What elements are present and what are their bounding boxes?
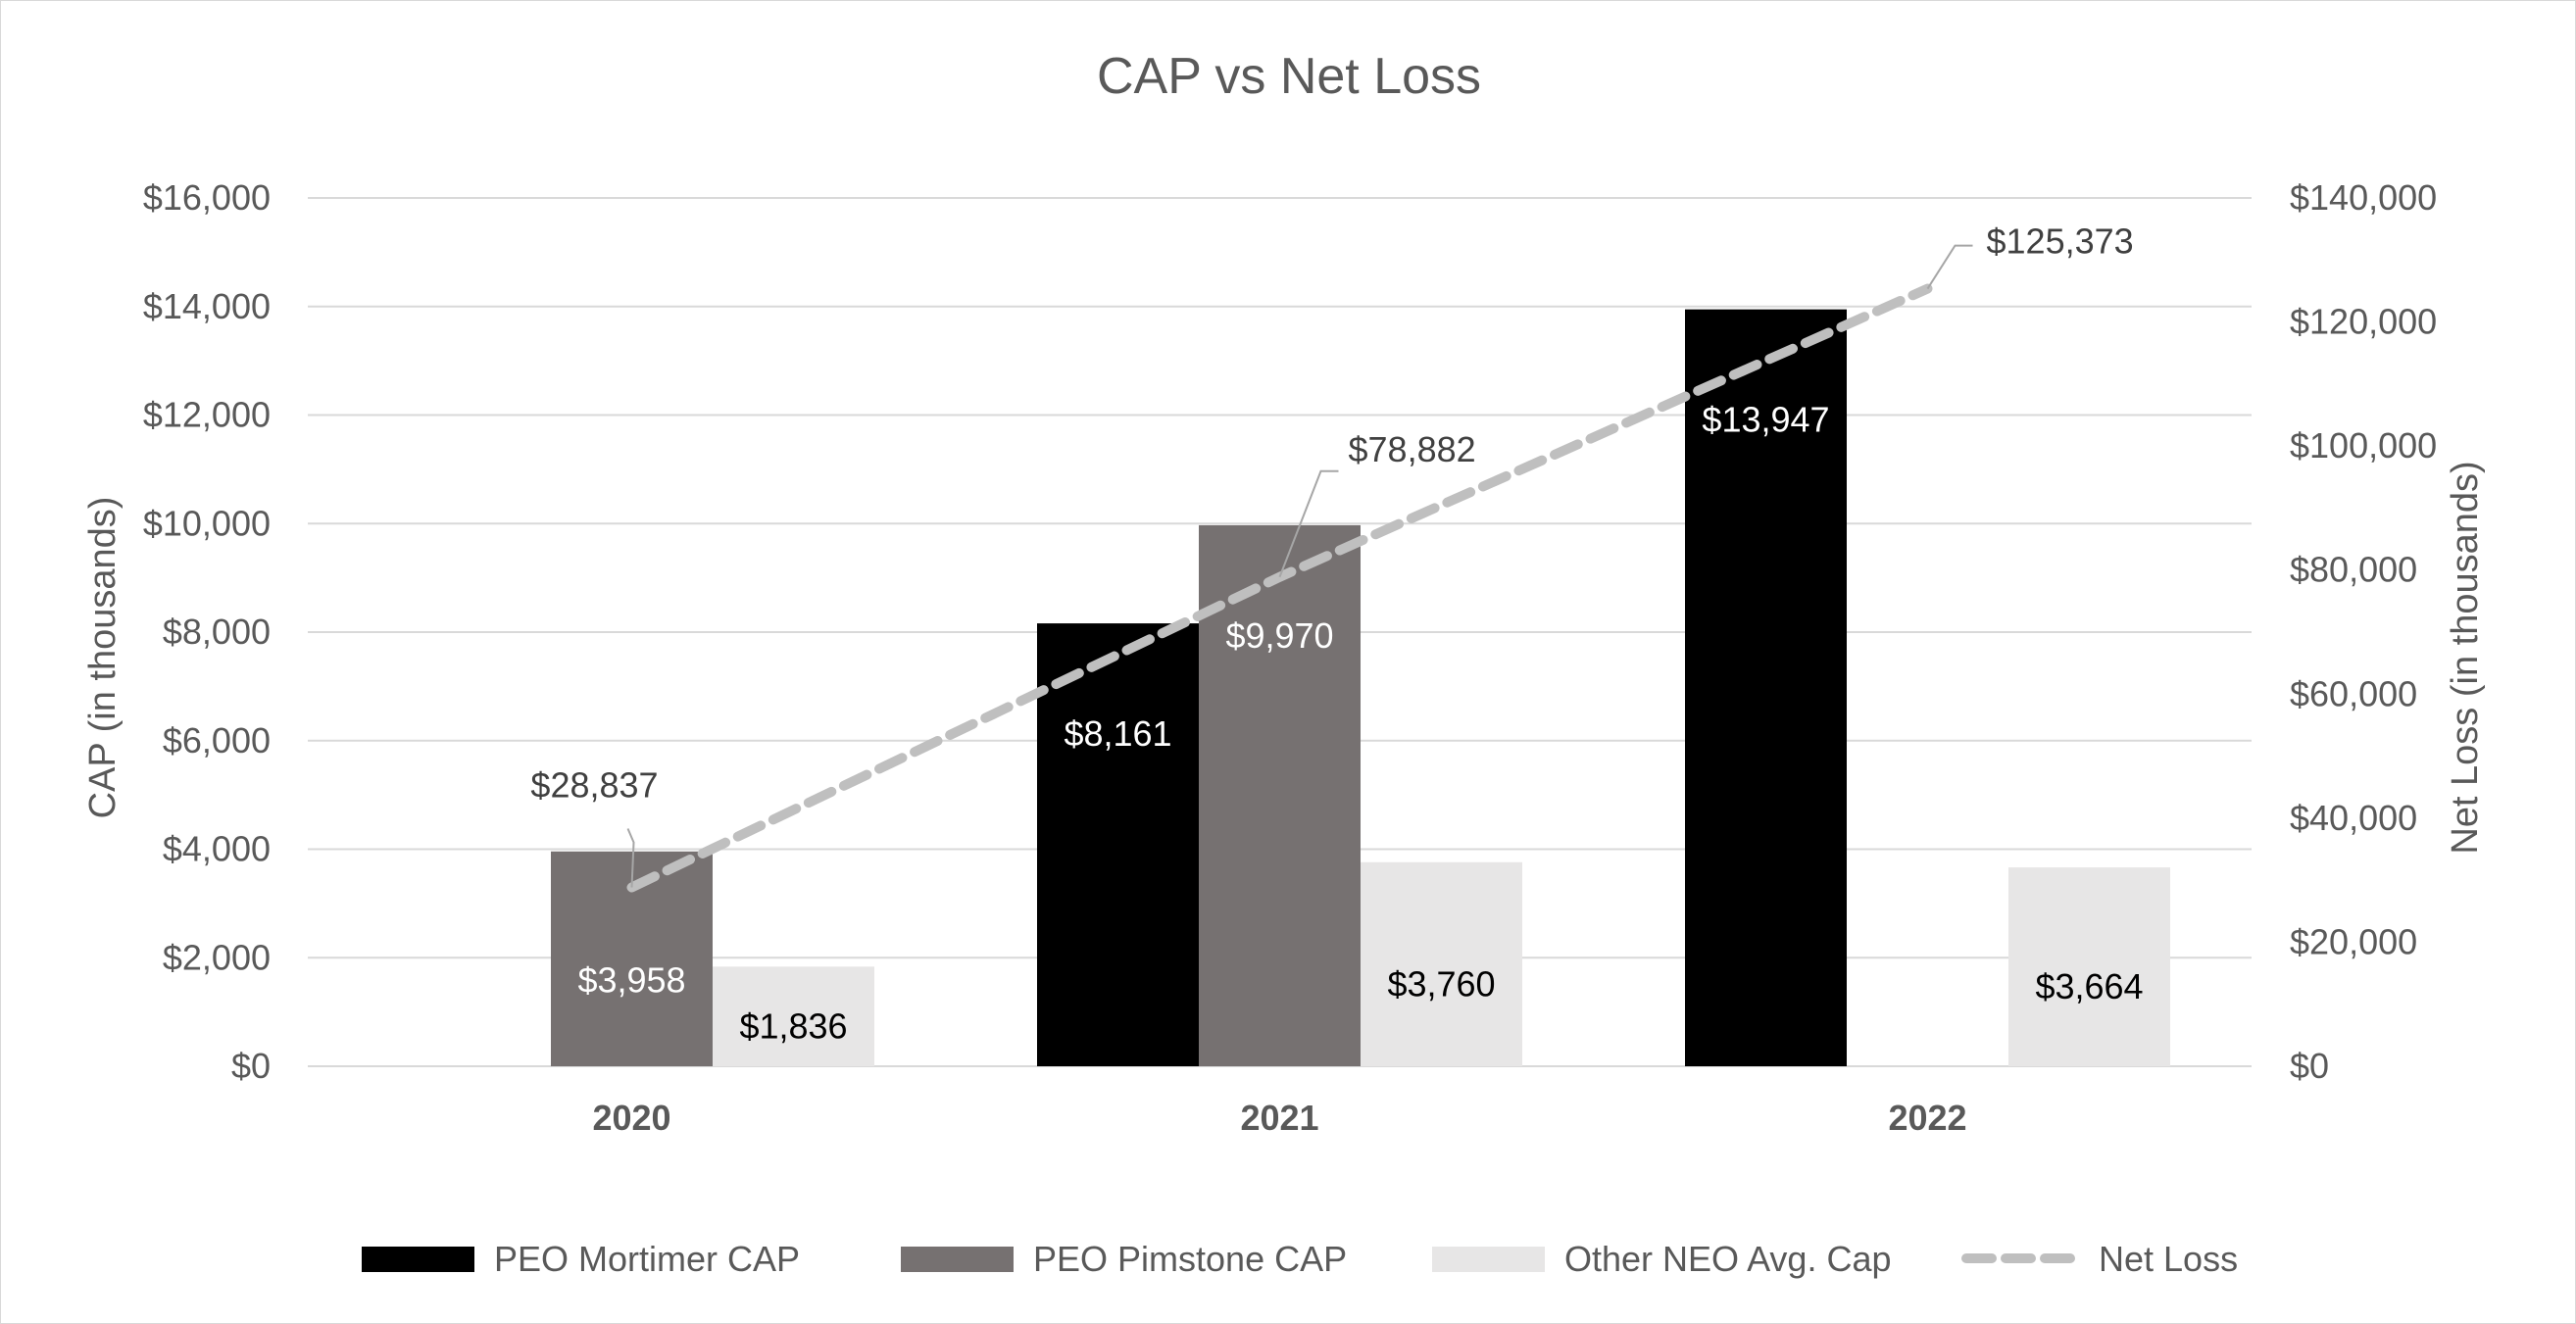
leader-line [1278, 469, 1339, 578]
y2-tick-label: $120,000 [2290, 302, 2437, 342]
y-tick-label: $0 [231, 1046, 271, 1086]
bar-other-neo-avg-cap [713, 966, 874, 1066]
legend-swatch-other-neo-avg-cap [1432, 1247, 1545, 1272]
y-tick-label: $16,000 [143, 177, 271, 218]
y2-tick-label: $80,000 [2290, 550, 2417, 590]
bars [551, 309, 2170, 1066]
chart-title: CAP vs Net Loss [1097, 48, 1481, 105]
data-label-other-neo-avg-cap: $3,664 [2035, 966, 2143, 1006]
leader-line [1926, 244, 1973, 290]
x-tick-label: 2020 [592, 1098, 670, 1138]
legend-swatch-peo-pimstone-cap [901, 1247, 1014, 1272]
data-labels: $8,161 $13,947 $3,958 $9,970 $1,836 $3,760 $3,… [530, 221, 2143, 1047]
y-tick-label: $2,000 [163, 937, 271, 977]
legend-label-net-loss: Net Loss [2099, 1239, 2238, 1279]
x-axis: 2020 2021 2022 [592, 1098, 1966, 1138]
y2-tick-label: $40,000 [2290, 798, 2417, 838]
legend-label-peo-mortimer-cap: PEO Mortimer CAP [494, 1239, 800, 1279]
y-tick-label: $6,000 [163, 720, 271, 760]
data-label-net-loss: $125,373 [1987, 221, 2134, 262]
y2-tick-label: $20,000 [2290, 921, 2417, 961]
data-label-other-neo-avg-cap: $3,760 [1387, 964, 1495, 1005]
x-tick-label: 2021 [1240, 1098, 1318, 1138]
data-label-peo-mortimer-cap: $13,947 [1702, 400, 1829, 440]
y-tick-label: $14,000 [143, 286, 271, 326]
data-label-peo-mortimer-cap: $8,161 [1064, 713, 1171, 754]
legend-label-peo-pimstone-cap: PEO Pimstone CAP [1033, 1239, 1347, 1279]
legend: PEO Mortimer CAP PEO Pimstone CAP Other NE… [362, 1239, 2238, 1279]
x-tick-label: 2022 [1888, 1098, 1966, 1138]
y-tick-label: $12,000 [143, 395, 271, 435]
y-tick-label: $4,000 [163, 829, 271, 869]
y2-tick-label: $100,000 [2290, 425, 2437, 466]
y-tick-label: $8,000 [163, 612, 271, 652]
secondary-y-axis: $0 $20,000 $40,000 $60,000 $80,000 $100,000 $1… [2290, 177, 2437, 1086]
y2-axis-title: Net Loss (in thousands) [2445, 461, 2486, 854]
leader-line [626, 828, 635, 888]
bar-peo-pimstone-cap [1199, 524, 1361, 1066]
data-label-peo-pimstone-cap: $9,970 [1225, 615, 1333, 656]
data-label-net-loss: $28,837 [530, 765, 658, 806]
y-axis-title: CAP (in thousands) [82, 497, 124, 819]
legend-swatch-peo-mortimer-cap [362, 1247, 474, 1272]
bar-peo-mortimer-cap [1037, 623, 1199, 1066]
bar-peo-mortimer-cap [1685, 309, 1847, 1066]
y-tick-label: $10,000 [143, 503, 271, 543]
data-label-other-neo-avg-cap: $1,836 [739, 1005, 847, 1046]
legend-label-other-neo-avg-cap: Other NEO Avg. Cap [1564, 1239, 1892, 1279]
data-label-peo-pimstone-cap: $3,958 [577, 959, 685, 1000]
primary-y-axis: $0 $2,000 $4,000 $6,000 $8,000 $10,000 $12,000… [143, 177, 271, 1086]
bar-other-neo-avg-cap [1361, 861, 1522, 1066]
y2-tick-label: $140,000 [2290, 177, 2437, 218]
bar-other-neo-avg-cap [2008, 867, 2170, 1066]
y2-tick-label: $60,000 [2290, 673, 2417, 713]
data-label-net-loss: $78,882 [1349, 429, 1476, 469]
y2-tick-label: $0 [2290, 1046, 2329, 1086]
